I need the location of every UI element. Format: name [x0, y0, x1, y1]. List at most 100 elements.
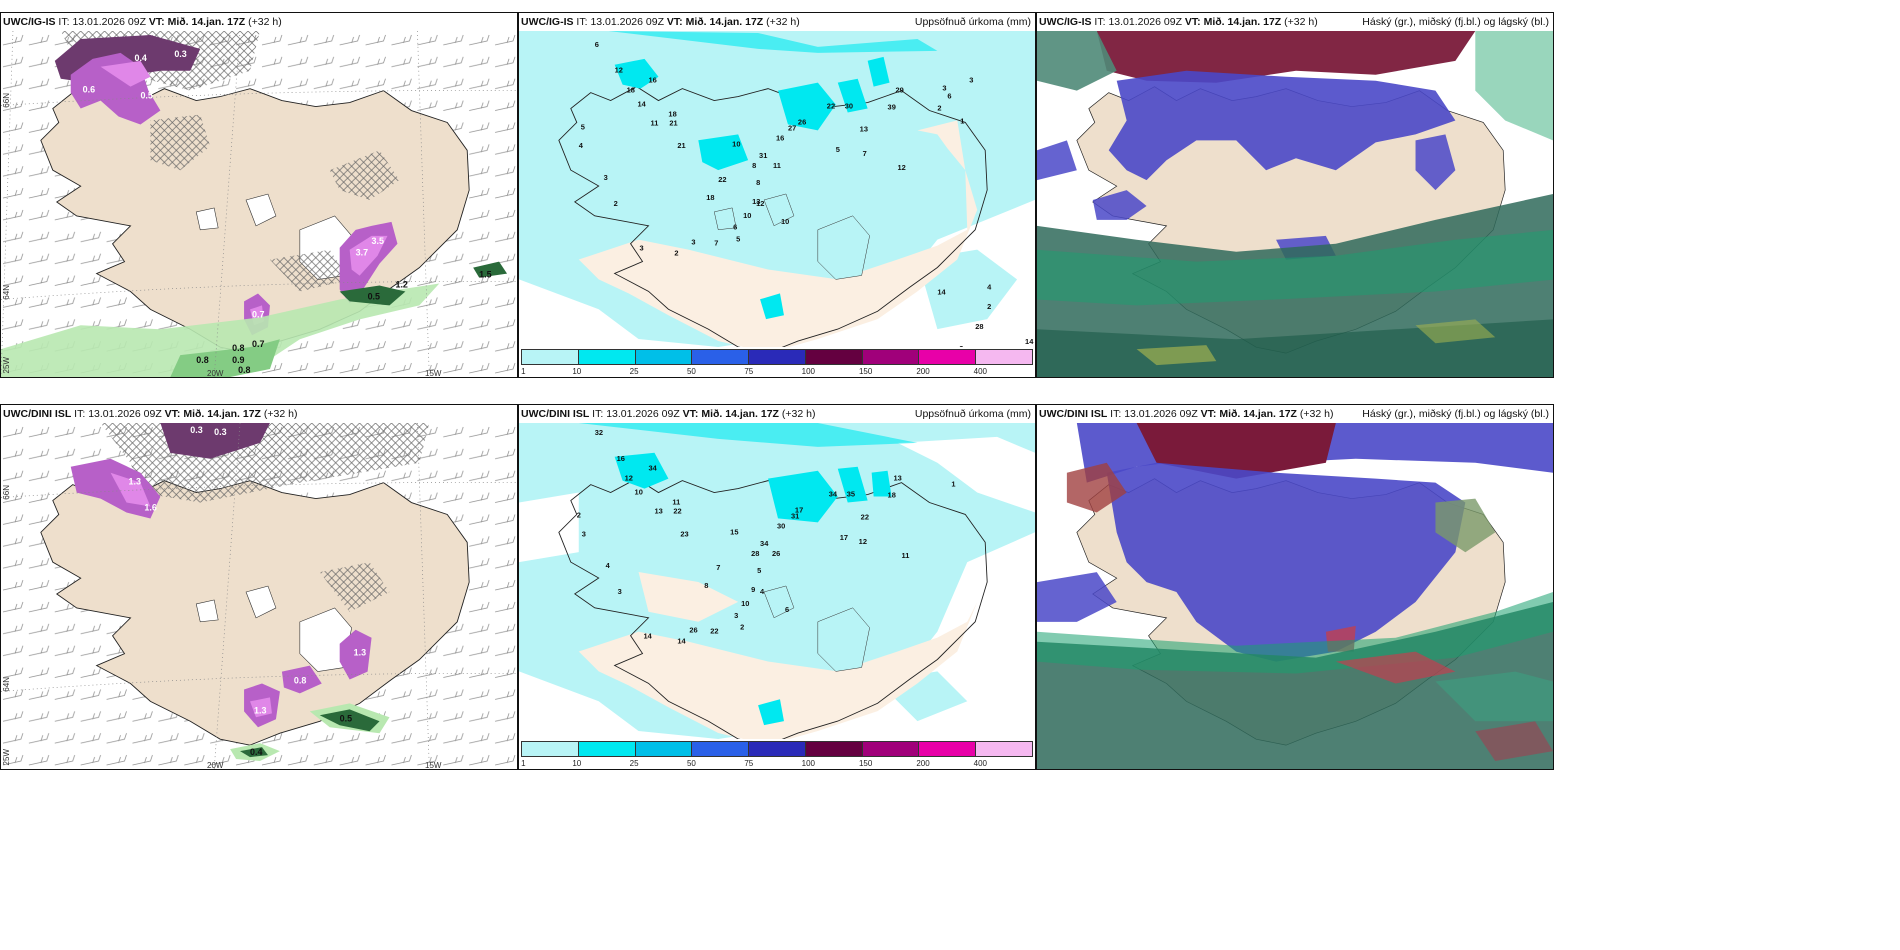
panel-dini-clouds: UWC/DINI ISL IT: 13.01.2026 09Z VT: Mið.… [1036, 404, 1554, 770]
panel-dini-wind: UWC/DINI ISL IT: 13.01.2026 09Z VT: Mið.… [0, 404, 518, 770]
precip-value-label: 4 [579, 141, 584, 150]
svg-text:0.3: 0.3 [214, 427, 226, 437]
precip-value-label: 2 [987, 302, 991, 311]
precip-value-label: 3 [640, 244, 644, 253]
legend-swatch [578, 350, 636, 364]
panel-ig-precip: UWC/IG-IS IT: 13.01.2026 09Z VT: Mið. 14… [518, 12, 1036, 378]
panel-ig-wind: UWC/IG-IS IT: 13.01.2026 09Z VT: Mið. 14… [0, 12, 518, 378]
precip-value-label: 6 [595, 40, 599, 49]
precip-value-label: 3 [582, 529, 586, 538]
precip-value-label: 18 [668, 109, 676, 118]
legend-label: 50 [686, 367, 696, 376]
precip-value-label: 5 [736, 235, 740, 244]
precip-value-label: 21 [669, 118, 677, 127]
precip-legend: 1 10 25 50 75 100 150 200 400 [519, 347, 1035, 377]
lon-tick-25w: 25W [2, 357, 11, 374]
precip-map: 32 16 12 34 10 11 22 13 23 15 28 34 26 31 30 17 34 35 22 18… [519, 423, 1035, 739]
precip-value-label: 11 [672, 497, 680, 506]
legend-label: 1 [521, 367, 526, 376]
precip-value-label: 11 [650, 118, 658, 127]
precip-value-label: 11 [773, 161, 781, 170]
svg-text:1.3: 1.3 [254, 705, 266, 715]
legend-swatch [976, 350, 1033, 364]
wind-map: 0.3 0.4 0.6 0.5 3.7 3.5 0.7 0.8 0.8 0.9 … [1, 31, 517, 377]
svg-text:0.3: 0.3 [190, 425, 202, 435]
legend-swatch [976, 742, 1033, 756]
panel-header: UWC/DINI ISL IT: 13.01.2026 09Z VT: Mið.… [1037, 405, 1553, 423]
legend-swatch [578, 742, 636, 756]
lon-tick-25w: 25W [2, 749, 11, 766]
legend-label: 75 [744, 367, 754, 376]
legend-label: 25 [629, 367, 639, 376]
precip-value-label: 13 [860, 124, 868, 133]
precip-value-label: 7 [714, 239, 718, 248]
precip-legend: 1 10 25 50 75 100 150 200 400 [519, 739, 1035, 769]
panel-header: UWC/DINI ISL IT: 13.01.2026 09Z VT: Mið.… [1, 405, 517, 423]
precip-value-label: 2 [740, 623, 744, 632]
legend-label: 10 [572, 759, 582, 768]
precip-value-label: 29 [896, 86, 904, 95]
precip-value-label: 6 [947, 92, 951, 101]
panel-header: UWC/IG-IS IT: 13.01.2026 09Z VT: Mið. 14… [1037, 13, 1553, 31]
precip-value-label: 2 [577, 510, 581, 519]
precip-value-label: 3 [618, 587, 622, 596]
precip-value-label: 3 [604, 173, 608, 182]
svg-text:0.7: 0.7 [252, 339, 264, 349]
precip-value-label: 30 [777, 521, 785, 530]
panel-title-right: Háský (gr.), miðský (fj.bl.) og lágský (… [1362, 16, 1549, 28]
precip-value-label: 3 [691, 238, 695, 247]
precip-value-label: 12 [625, 474, 633, 483]
svg-text:0.4: 0.4 [134, 53, 146, 63]
precip-value-label: 15 [730, 527, 738, 536]
precip-value-label: 2 [959, 344, 963, 347]
precip-value-label: 13 [654, 506, 662, 515]
precip-value-label: 4 [760, 587, 765, 596]
panel-title-right: Háský (gr.), miðský (fj.bl.) og lágský (… [1362, 408, 1549, 420]
precip-value-label: 31 [759, 151, 767, 160]
panel-header: UWC/IG-IS IT: 13.01.2026 09Z VT: Mið. 14… [1, 13, 517, 31]
precip-value-label: 32 [595, 428, 603, 437]
legend-swatch [805, 350, 863, 364]
svg-text:0.5: 0.5 [368, 291, 380, 301]
legend-label: 10 [572, 367, 582, 376]
svg-text:0.8: 0.8 [232, 343, 244, 353]
precip-value-label: 10 [781, 217, 789, 226]
svg-text:1.3: 1.3 [354, 648, 366, 658]
svg-text:1.2: 1.2 [395, 280, 407, 290]
precip-value-label: 10 [743, 211, 751, 220]
cloud-map-svg [1037, 423, 1553, 769]
svg-text:0.8: 0.8 [238, 365, 250, 375]
legend-bar [521, 741, 1033, 757]
svg-text:0.7: 0.7 [252, 309, 264, 319]
svg-text:0.8: 0.8 [294, 676, 306, 686]
precip-value-label: 12 [859, 537, 867, 546]
precip-value-label: 26 [798, 117, 806, 126]
precip-value-label: 34 [829, 490, 838, 499]
precip-value-label: 2 [674, 249, 678, 258]
precip-value-label: 22 [673, 506, 681, 515]
wind-map: 0.3 0.3 1.3 1.6 1.3 0.8 1.3 0.5 0.4 66N … [1, 423, 517, 769]
precip-value-label: 14 [1025, 337, 1034, 346]
precip-value-label: 4 [987, 282, 992, 291]
wind-map-svg: 0.3 0.4 0.6 0.5 3.7 3.5 0.7 0.8 0.8 0.9 … [1, 31, 517, 377]
precip-value-label: 8 [756, 178, 760, 187]
precip-value-label: 26 [772, 549, 780, 558]
precip-value-label: 17 [795, 505, 803, 514]
lat-tick-66n: 66N [2, 93, 11, 108]
precip-value-label: 27 [788, 123, 796, 132]
legend-swatch [919, 742, 977, 756]
legend-swatch [749, 742, 806, 756]
precip-value-label: 11 [924, 346, 932, 347]
precip-value-label: 31 [791, 511, 799, 520]
legend-swatch [919, 350, 977, 364]
svg-text:0.3: 0.3 [174, 49, 186, 59]
precip-value-label: 34 [648, 464, 657, 473]
precip-value-label: 34 [760, 539, 769, 548]
precip-value-label: 14 [644, 632, 653, 641]
lat-tick-64n: 64N [2, 285, 11, 300]
precip-value-label: 17 [840, 533, 848, 542]
precip-value-label: 7 [716, 563, 720, 572]
precip-value-label: 6 [785, 605, 789, 614]
legend-label: 25 [629, 759, 639, 768]
